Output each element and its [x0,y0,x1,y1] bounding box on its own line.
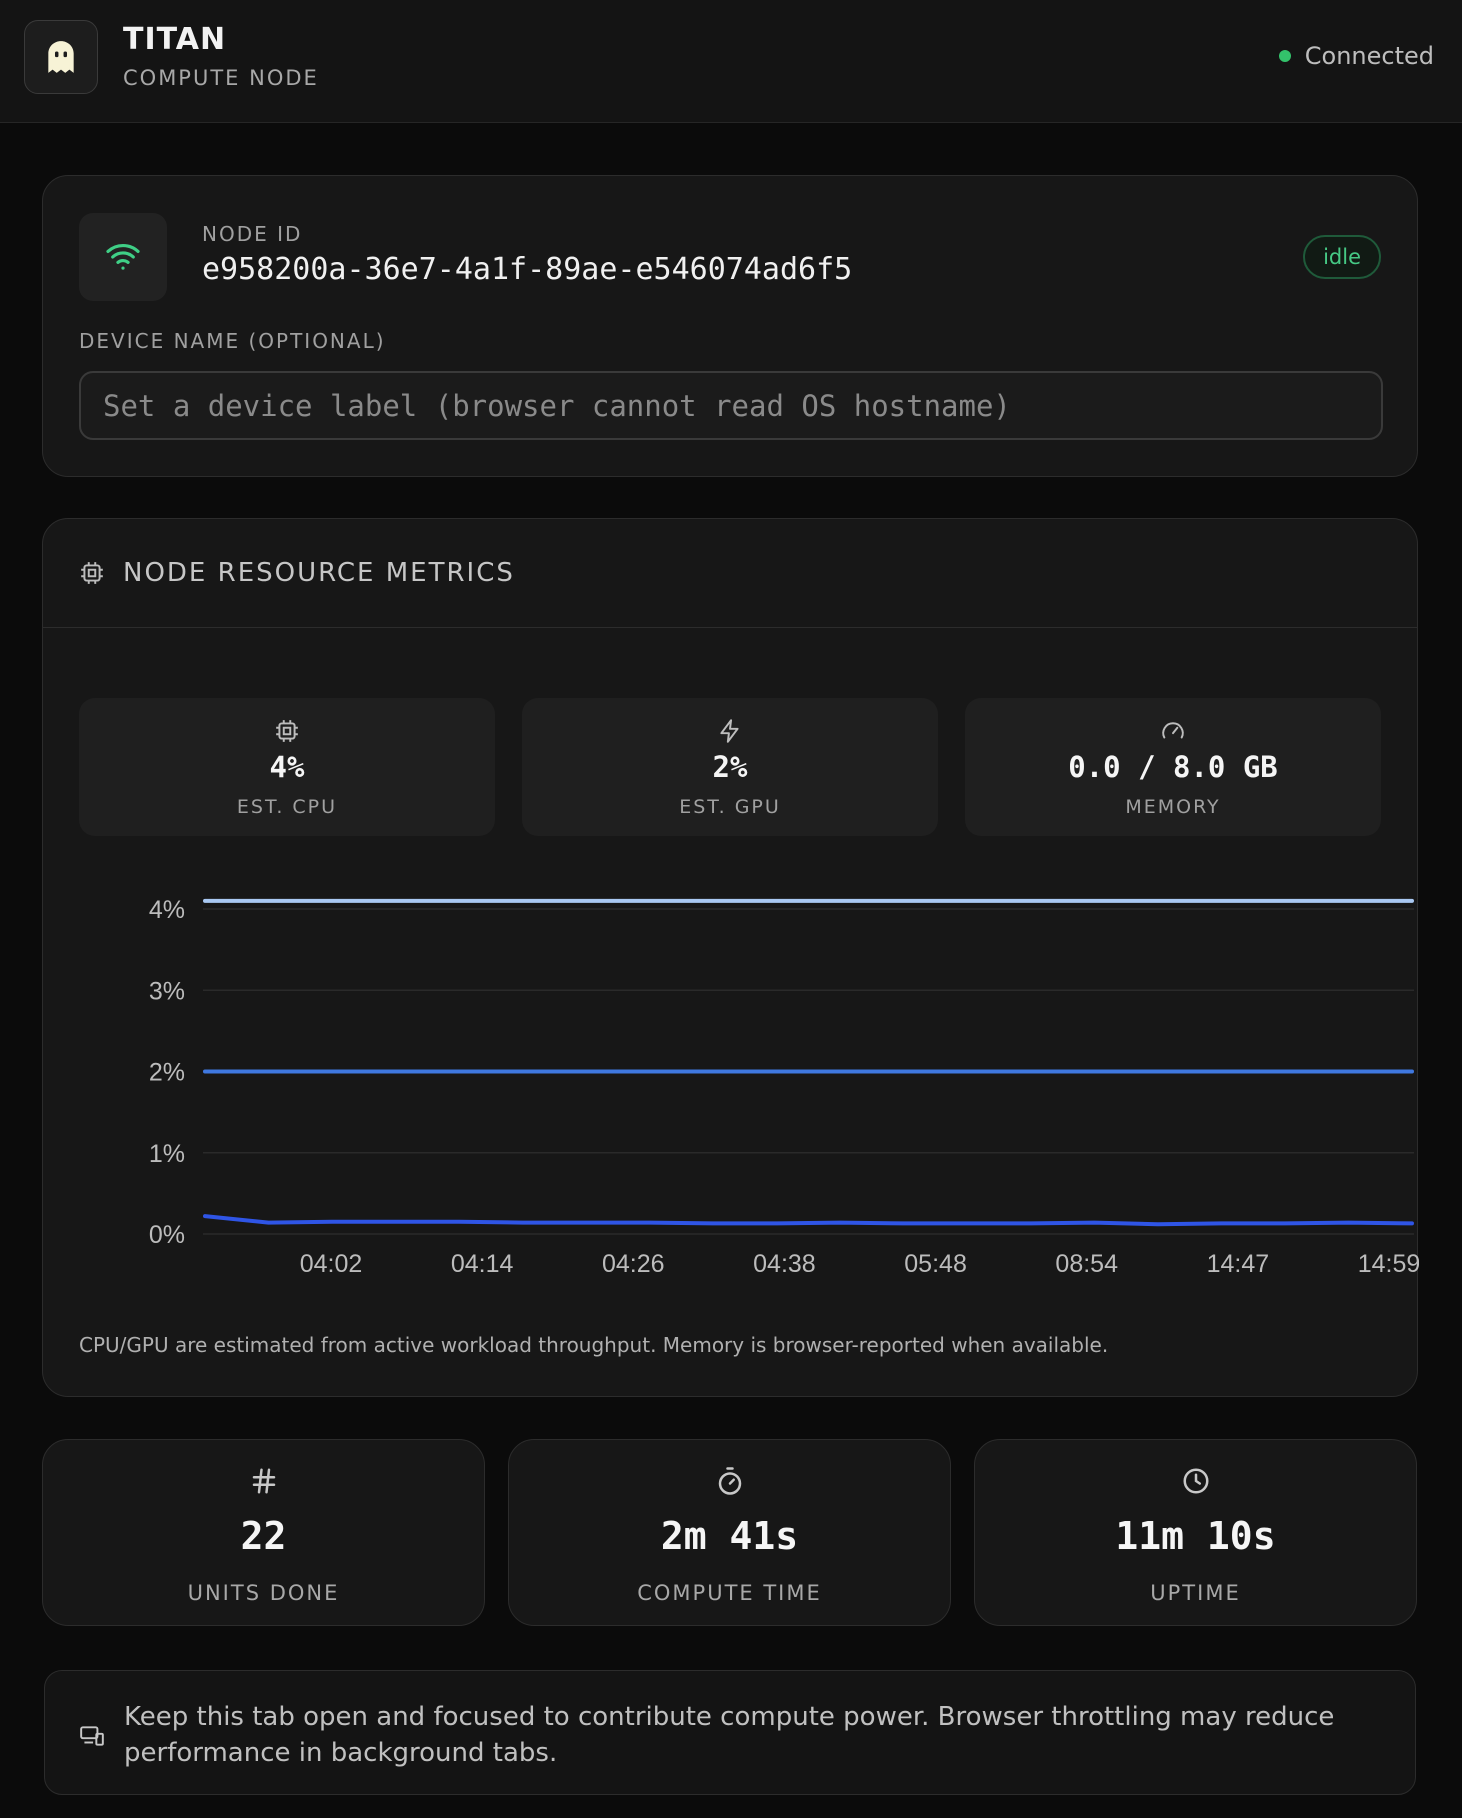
clock-icon [1183,1468,1208,1494]
node-id-value: e958200a-36e7-4a1f-89ae-e546074ad6f5 [202,252,853,287]
focus-notice: Keep this tab open and focused to contri… [44,1670,1416,1795]
connection-status-label: Connected [1304,42,1434,70]
compute-time-value: 2m 41s [660,1514,799,1558]
device-name-label: DEVICE NAME (OPTIONAL) [79,329,386,353]
devices-icon [80,1726,104,1746]
uptime-value: 11m 10s [1115,1514,1276,1558]
memory-stat: 0.0 / 8.0 GB MEMORY [965,698,1381,836]
status-badge: idle [1303,235,1381,279]
memory-value: 0.0 / 8.0 GB [1068,750,1278,784]
focus-notice-text: Keep this tab open and focused to contri… [124,1702,1335,1768]
node-id-label: NODE ID [202,222,303,246]
gpu-label: EST. GPU [679,796,781,818]
ghost-icon [48,41,74,73]
wifi-icon [106,244,140,270]
compute-time-label: COMPUTE TIME [637,1581,822,1605]
chart-y-tick-label: 2% [149,1059,185,1087]
cpu-value: 4% [269,750,305,784]
cpu-label: EST. CPU [236,796,338,818]
device-name-input[interactable] [79,371,1383,440]
stopwatch-icon [718,1467,741,1495]
connection-status: Connected [1278,42,1434,70]
uptime-label: UPTIME [1150,1581,1241,1605]
hash-icon [252,1468,275,1494]
cpu-icon [276,720,298,742]
node-card: NODE ID e958200a-36e7-4a1f-89ae-e546074a… [42,175,1418,477]
chart-y-tick-label: 3% [149,977,185,1005]
chart-x-tick-label: 04:02 [300,1250,363,1278]
chart-x-tick-label: 14:47 [1207,1250,1270,1278]
gpu-value: 2% [712,750,748,784]
metrics-note: CPU/GPU are estimated from active worklo… [79,1333,1109,1357]
units-done-label: UNITS DONE [187,1581,340,1605]
chart-x-tick-label: 08:54 [1055,1250,1118,1278]
chart-y-tick-label: 1% [149,1140,185,1168]
metrics-line-chart: 4% 3% 2% 1% 0% 04:02 04:14 04:26 04:38 05:48 08:54… [149,896,1419,1278]
metrics-header: NODE RESOURCE METRICS [43,519,1417,628]
compute-time-card: 2m 41s COMPUTE TIME [508,1439,951,1626]
memory-label: MEMORY [1125,796,1221,818]
chart-x-tick-label: 04:26 [602,1250,665,1278]
status-dot-icon [1278,50,1291,62]
cpu-stat: 4% EST. CPU [79,698,495,836]
app-logo [24,20,98,94]
chart-series-line-3 [203,1214,1414,1227]
chart-x-tick-label: 04:38 [753,1250,816,1278]
gpu-stat: 2% EST. GPU [522,698,938,836]
app-header: TITAN COMPUTE NODE Connected [0,0,1462,123]
chart-x-tick-label: 14:59 [1358,1250,1419,1278]
app-title: TITAN [123,22,227,57]
uptime-card: 11m 10s UPTIME [974,1439,1417,1626]
chart-x-tick-label: 04:14 [451,1250,514,1278]
chart-x-tick-label: 05:48 [904,1250,967,1278]
gauge-icon [1162,722,1184,739]
metrics-title: NODE RESOURCE METRICS [123,558,515,588]
lightning-icon [720,719,739,743]
units-done-value: 22 [240,1514,287,1558]
cpu-icon [81,562,103,584]
metrics-card: NODE RESOURCE METRICS 4% EST. CPU 2% EST… [42,518,1419,1397]
units-done-card: 22 UNITS DONE [42,1439,485,1626]
chart-y-tick-label: 4% [149,896,185,924]
app-subtitle: COMPUTE NODE [123,66,319,90]
node-signal-box [79,213,167,301]
chart-y-tick-label: 0% [149,1221,185,1249]
